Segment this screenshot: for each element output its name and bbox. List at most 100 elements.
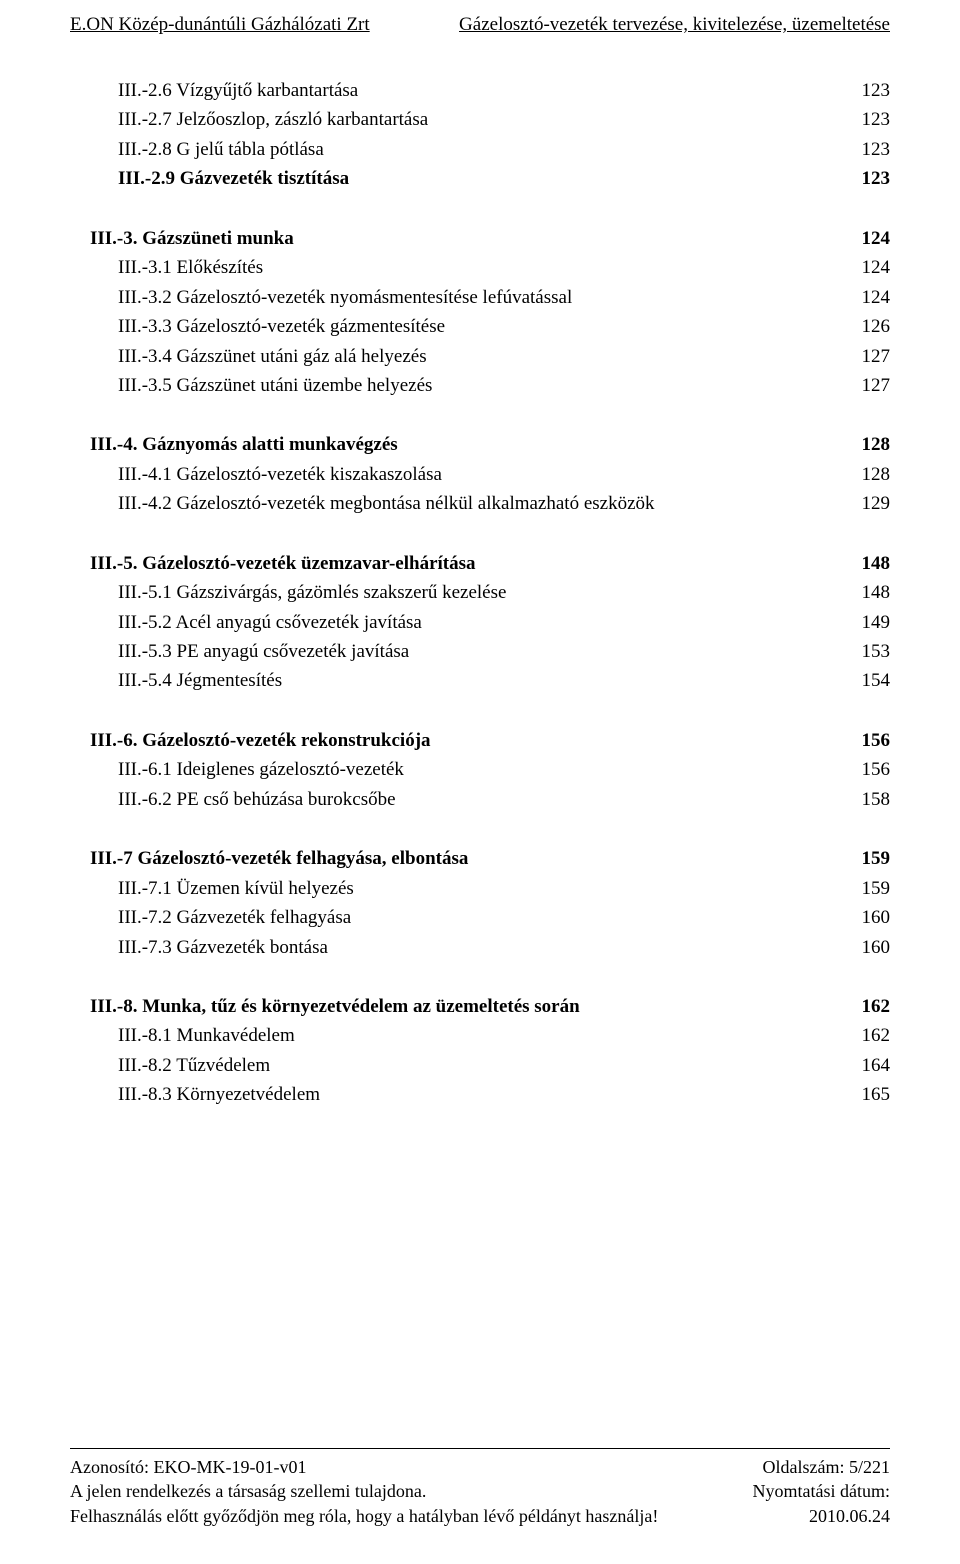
toc-row: III.-5.1 Gázszivárgás, gázömlés szakszer… [90, 578, 890, 607]
toc-row-label: III.-3.2 Gázelosztó-vezeték nyomásmentes… [118, 283, 572, 312]
toc-row-page: 123 [840, 105, 890, 134]
toc-row: III.-6.2 PE cső behúzása burokcsőbe158 [90, 785, 890, 814]
footer-right-2: Nyomtatási dátum: [753, 1479, 890, 1503]
toc-section: III.-2.6 Vízgyűjtő karbantartása123III.-… [90, 76, 890, 194]
toc-row: III.-8.1 Munkavédelem 162 [90, 1021, 890, 1050]
footer-row-3: Felhasználás előtt győződjön meg róla, h… [70, 1504, 890, 1528]
toc-row-page: 158 [840, 785, 890, 814]
toc-head-label: III.-8. Munka, tűz és környezetvédelem a… [90, 992, 580, 1021]
footer-left-3: Felhasználás előtt győződjön meg róla, h… [70, 1504, 658, 1528]
toc-head-label: III.-5. Gázelosztó-vezeték üzemzavar-elh… [90, 549, 476, 578]
footer-row-1: Azonosító: EKO-MK-19-01-v01 Oldalszám: 5… [70, 1455, 890, 1479]
toc-row-label: III.-3.4 Gázszünet utáni gáz alá helyezé… [118, 342, 427, 371]
toc-row-page: 149 [840, 608, 890, 637]
toc-row: III.-8.2 Tűzvédelem 164 [90, 1051, 890, 1080]
toc-row-page: 164 [840, 1051, 890, 1080]
toc-row-label: III.-7.1 Üzemen kívül helyezés [118, 874, 354, 903]
toc-section-head: III.-4. Gáznyomás alatti munkavégzés 128 [90, 430, 890, 459]
toc-section: III.-4. Gáznyomás alatti munkavégzés128I… [90, 430, 890, 518]
toc-head-label: III.-7 Gázelosztó-vezeték felhagyása, el… [90, 844, 468, 873]
toc-row-page: 160 [840, 903, 890, 932]
toc-row-label: III.-4.1 Gázelosztó-vezeték kiszakaszolá… [118, 460, 442, 489]
toc-row-label: III.-7.2 Gázvezeték felhagyása [118, 903, 351, 932]
toc-section: III.-6. Gázelosztó-vezeték rekonstrukció… [90, 726, 890, 814]
toc-row-label: III.-3.5 Gázszünet utáni üzembe helyezés [118, 371, 432, 400]
toc-head-label: III.-4. Gáznyomás alatti munkavégzés [90, 430, 398, 459]
toc-head-page: 124 [840, 224, 890, 253]
toc-row-label: III.-5.1 Gázszivárgás, gázömlés szakszer… [118, 578, 506, 607]
toc-section-head: III.-5. Gázelosztó-vezeték üzemzavar-elh… [90, 549, 890, 578]
toc-row: III.-5.3 PE anyagú csővezeték javítása 15… [90, 637, 890, 666]
toc-row-page: 127 [840, 371, 890, 400]
toc-row: III.-4.1 Gázelosztó-vezeték kiszakaszolá… [90, 460, 890, 489]
toc-row-page: 148 [840, 578, 890, 607]
toc-row-label: III.-8.1 Munkavédelem [118, 1021, 295, 1050]
toc-row-page: 153 [840, 637, 890, 666]
toc-row: III.-7.2 Gázvezeték felhagyása 160 [90, 903, 890, 932]
toc-head-page: 128 [840, 430, 890, 459]
toc-row-page: 123 [840, 164, 890, 193]
footer-left-1: Azonosító: EKO-MK-19-01-v01 [70, 1455, 306, 1479]
toc-head-label: III.-6. Gázelosztó-vezeték rekonstrukció… [90, 726, 431, 755]
toc-row-page: 124 [840, 283, 890, 312]
toc-row: III.-6.1 Ideiglenes gázelosztó-vezeték15… [90, 755, 890, 784]
toc-row: III.-3.5 Gázszünet utáni üzembe helyezés… [90, 371, 890, 400]
toc-row-label: III.-2.8 G jelű tábla pótlása [118, 135, 324, 164]
toc-row: III.-3.3 Gázelosztó-vezeték gázmentesíté… [90, 312, 890, 341]
toc-row-label: III.-2.6 Vízgyűjtő karbantartása [118, 76, 358, 105]
page: E.ON Közép-dunántúli Gázhálózati Zrt Gáz… [0, 0, 960, 1564]
toc-row-label: III.-4.2 Gázelosztó-vezeték megbontása n… [118, 489, 655, 518]
toc-row: III.-8.3 Környezetvédelem 165 [90, 1080, 890, 1109]
toc-row-page: 160 [840, 933, 890, 962]
toc-body: III.-2.6 Vízgyűjtő karbantartása123III.-… [0, 36, 960, 1110]
toc-head-page: 148 [840, 549, 890, 578]
page-header: E.ON Közép-dunántúli Gázhálózati Zrt Gáz… [0, 0, 960, 36]
toc-row: III.-3.2 Gázelosztó-vezeték nyomásmentes… [90, 283, 890, 312]
toc-row-page: 124 [840, 253, 890, 282]
toc-head-page: 159 [840, 844, 890, 873]
toc-row-label: III.-5.3 PE anyagú csővezeték javítása [118, 637, 409, 666]
toc-row: III.-7.3 Gázvezeték bontása 160 [90, 933, 890, 962]
header-right: Gázelosztó-vezeték tervezése, kivitelezé… [459, 14, 890, 36]
toc-row-page: 154 [840, 666, 890, 695]
toc-row: III.-2.6 Vízgyűjtő karbantartása 123 [90, 76, 890, 105]
toc-row-label: III.-7.3 Gázvezeték bontása [118, 933, 328, 962]
toc-section-head: III.-8. Munka, tűz és környezetvédelem a… [90, 992, 890, 1021]
header-row: E.ON Közép-dunántúli Gázhálózati Zrt Gáz… [70, 14, 890, 36]
header-left: E.ON Közép-dunántúli Gázhálózati Zrt [70, 14, 370, 36]
toc-row-page: 128 [840, 460, 890, 489]
toc-row-page: 123 [840, 76, 890, 105]
toc-row-page: 165 [840, 1080, 890, 1109]
toc-row-label: III.-8.2 Tűzvédelem [118, 1051, 270, 1080]
toc-row: III.-5.2 Acél anyagú csővezeték javítása… [90, 608, 890, 637]
footer-right-1: Oldalszám: 5/221 [763, 1455, 890, 1479]
toc-row-label: III.-6.1 Ideiglenes gázelosztó-vezeték [118, 755, 404, 784]
toc-row: III.-2.8 G jelű tábla pótlása 123 [90, 135, 890, 164]
toc-head-page: 162 [840, 992, 890, 1021]
toc-head-label: III.-3. Gázszüneti munka [90, 224, 294, 253]
toc-row-label: III.-2.7 Jelzőoszlop, zászló karbantartá… [118, 105, 428, 134]
toc-row-page: 126 [840, 312, 890, 341]
toc-row-label: III.-8.3 Környezetvédelem [118, 1080, 320, 1109]
toc-row: III.-4.2 Gázelosztó-vezeték megbontása n… [90, 489, 890, 518]
toc-section: III.-8. Munka, tűz és környezetvédelem a… [90, 992, 890, 1110]
toc-row: III.-3.4 Gázszünet utáni gáz alá helyezé… [90, 342, 890, 371]
footer-right-3: 2010.06.24 [809, 1504, 890, 1528]
toc-row: III.-2.9 Gázvezeték tisztítása123 [90, 164, 890, 193]
toc-row-page: 123 [840, 135, 890, 164]
page-footer: Azonosító: EKO-MK-19-01-v01 Oldalszám: 5… [70, 1448, 890, 1528]
toc-row: III.-3.1 Előkészítés124 [90, 253, 890, 282]
toc-section: III.-5. Gázelosztó-vezeték üzemzavar-elh… [90, 549, 890, 696]
toc-row-label: III.-5.2 Acél anyagú csővezeték javítása [118, 608, 422, 637]
toc-row-page: 129 [840, 489, 890, 518]
toc-section-head: III.-7 Gázelosztó-vezeték felhagyása, el… [90, 844, 890, 873]
footer-rule [70, 1448, 890, 1449]
toc-row-page: 127 [840, 342, 890, 371]
toc-section: III.-7 Gázelosztó-vezeték felhagyása, el… [90, 844, 890, 962]
toc-section: III.-3. Gázszüneti munka 124III.-3.1 Elők… [90, 224, 890, 401]
toc-row: III.-5.4 Jégmentesítés154 [90, 666, 890, 695]
toc-section-head: III.-6. Gázelosztó-vezeték rekonstrukció… [90, 726, 890, 755]
toc-head-page: 156 [840, 726, 890, 755]
toc-row-page: 162 [840, 1021, 890, 1050]
footer-row-2: A jelen rendelkezés a társaság szellemi … [70, 1479, 890, 1503]
